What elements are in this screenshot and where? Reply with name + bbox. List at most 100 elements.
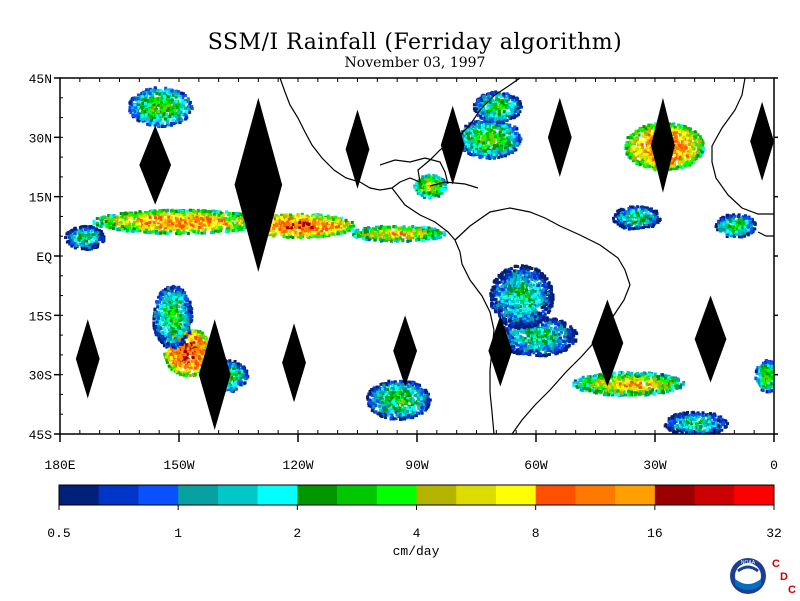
rain-pixel [516,109,520,113]
rain-pixel [101,217,104,221]
rain-pixel [500,149,504,153]
rain-pixel [180,351,184,354]
rain-pixel [300,212,304,216]
rain-pixel [187,349,191,353]
rain-pixel [320,229,324,233]
rain-pixel [119,215,123,219]
rain-pixel [308,224,312,228]
rain-pixel [681,127,685,131]
rain-pixel [156,221,160,225]
rain-pixel [208,220,212,224]
rain-pixel [185,332,189,336]
rain-pixel [491,125,495,129]
rain-pixel [166,232,170,235]
rain-pixel [214,222,218,226]
rain-pixel [687,145,691,149]
rain-pixel [339,222,343,225]
rain-pixel [495,93,499,97]
rain-pixel [671,128,674,132]
rain-pixel [693,130,697,134]
rain-pixel [511,97,515,101]
rain-pixel [196,366,200,370]
rain-pixel [188,362,192,366]
rain-pixel [176,216,180,220]
rain-pixel [148,216,152,219]
rain-pixel [511,100,515,104]
rain-pixel [517,136,521,140]
rain-pixel [157,217,161,221]
rain-pixel [191,366,195,370]
rain-pixel [417,192,420,195]
rain-pixel [515,98,519,102]
rain-pixel [184,343,188,347]
rain-pixel [501,106,505,109]
rain-pixel [165,360,169,364]
rain-pixel [676,140,680,144]
rain-pixel [179,289,183,293]
rain-pixel [177,285,181,289]
rain-pixel [168,292,172,296]
rain-pixel [174,289,178,293]
rain-pixel [686,155,690,159]
rain-pixel [168,223,172,227]
rain-pixel [152,221,156,224]
rain-pixel [400,232,403,236]
rain-pixel [625,152,629,156]
rain-pixel [492,91,496,95]
rain-pixel [650,132,654,136]
rain-pixel [477,132,481,136]
rain-pixel [311,222,315,226]
rain-pixel [224,217,228,220]
rain-pixel [698,143,702,147]
rain-pixel [167,215,171,219]
rain-pixel [235,221,239,225]
rain-pixel [173,346,177,350]
rain-pixel [102,223,106,227]
rain-pixel [422,235,426,239]
rain-pixel [680,143,684,147]
rain-pixel [506,130,510,134]
rain-pixel [497,151,501,155]
rain-pixel [220,219,224,223]
rain-pixel [473,103,477,107]
rain-pixel [194,351,198,355]
rain-pixel [148,221,152,225]
rain-pixel [693,132,696,136]
rain-pixel [183,350,187,354]
rain-pixel [151,211,155,215]
rain-pixel [300,214,304,218]
rain-pixel [288,229,292,233]
rain-pixel [194,369,198,373]
rain-pixel [686,133,690,137]
rain-pixel [486,156,490,160]
rain-pixel [509,108,513,112]
rain-pixel [443,188,447,192]
rain-pixel [512,116,516,119]
rain-pixel [205,337,209,341]
rain-pixel [424,234,428,238]
rain-pixel [150,209,154,213]
rain-pixel [216,210,220,214]
rain-pixel [683,133,686,137]
rain-pixel [288,221,292,225]
rain-pixel [290,227,294,231]
rain-pixel [499,144,503,148]
rain-pixel [502,140,506,143]
rain-pixel [374,225,378,229]
rain-pixel [443,233,447,237]
rain-pixel [160,334,164,338]
rain-pixel [678,156,682,159]
rain-pixel [468,131,472,135]
rain-pixel [694,138,698,142]
rain-pixel [678,160,682,164]
rain-pixel [200,225,204,229]
rain-pixel [645,155,649,159]
rain-pixel [371,235,375,239]
rain-pixel [164,216,168,220]
rain-pixel [170,367,174,371]
rain-pixel [207,226,211,230]
rain-pixel [393,238,397,242]
rain-pixel [482,136,486,140]
rain-pixel [488,129,492,133]
rain-pixel [294,223,298,227]
